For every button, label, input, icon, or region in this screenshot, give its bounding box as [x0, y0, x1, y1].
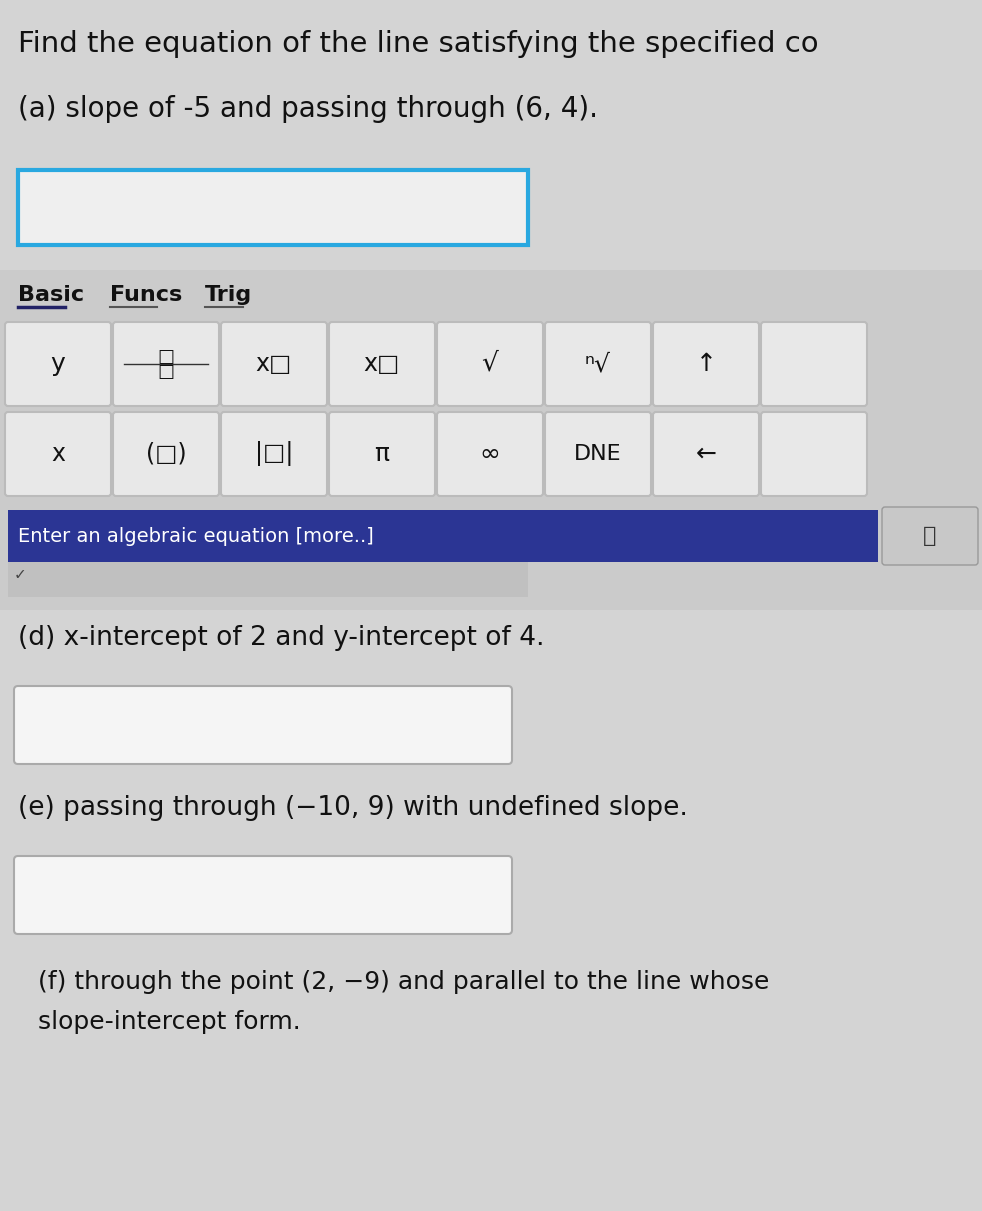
Bar [0, 270, 982, 610]
Text: x: x [51, 442, 65, 466]
FancyBboxPatch shape [761, 412, 867, 497]
FancyBboxPatch shape [113, 412, 219, 497]
Text: x□: x□ [256, 352, 293, 375]
Text: (d) x-intercept of 2 and y-intercept of 4.: (d) x-intercept of 2 and y-intercept of … [18, 625, 544, 652]
Text: (e) passing through (−10, 9) with undefined slope.: (e) passing through (−10, 9) with undefi… [18, 794, 687, 821]
FancyBboxPatch shape [18, 170, 528, 245]
Text: Find the equation of the line satisfying the specified co: Find the equation of the line satisfying… [18, 30, 819, 58]
Text: π: π [374, 442, 390, 466]
Text: y: y [51, 352, 66, 375]
FancyBboxPatch shape [5, 322, 111, 406]
Bar [8, 510, 878, 562]
FancyBboxPatch shape [221, 412, 327, 497]
Text: Basic: Basic [18, 285, 84, 305]
Text: ∞: ∞ [479, 442, 501, 466]
Text: (a) slope of -5 and passing through (6, 4).: (a) slope of -5 and passing through (6, … [18, 94, 598, 124]
FancyBboxPatch shape [545, 412, 651, 497]
FancyBboxPatch shape [5, 412, 111, 497]
FancyBboxPatch shape [545, 322, 651, 406]
Text: Trig: Trig [205, 285, 252, 305]
Text: ✓: ✓ [14, 568, 27, 582]
Text: slope-intercept form.: slope-intercept form. [38, 1010, 300, 1034]
Text: ⓧ: ⓧ [923, 526, 937, 546]
Text: x□: x□ [363, 352, 401, 375]
Text: DNE: DNE [574, 444, 622, 464]
Text: √: √ [481, 351, 499, 377]
Text: □: □ [157, 363, 175, 381]
FancyBboxPatch shape [437, 412, 543, 497]
FancyBboxPatch shape [14, 856, 512, 934]
Text: (f) through the point (2, −9) and parallel to the line whose: (f) through the point (2, −9) and parall… [38, 970, 769, 994]
FancyBboxPatch shape [329, 322, 435, 406]
FancyBboxPatch shape [437, 322, 543, 406]
Bar [8, 562, 528, 597]
FancyBboxPatch shape [882, 507, 978, 566]
FancyBboxPatch shape [761, 322, 867, 406]
Text: ←: ← [695, 442, 717, 466]
Text: ↑: ↑ [695, 352, 717, 375]
FancyBboxPatch shape [14, 685, 512, 764]
FancyBboxPatch shape [653, 412, 759, 497]
Text: (□): (□) [145, 442, 187, 466]
FancyBboxPatch shape [221, 322, 327, 406]
Text: □: □ [157, 348, 175, 366]
FancyBboxPatch shape [329, 412, 435, 497]
Text: |□|: |□| [254, 442, 294, 466]
FancyBboxPatch shape [113, 322, 219, 406]
FancyBboxPatch shape [653, 322, 759, 406]
Text: Enter an algebraic equation [more..]: Enter an algebraic equation [more..] [18, 527, 374, 545]
Text: ⁿ√: ⁿ√ [585, 352, 611, 375]
Text: Funcs: Funcs [110, 285, 183, 305]
